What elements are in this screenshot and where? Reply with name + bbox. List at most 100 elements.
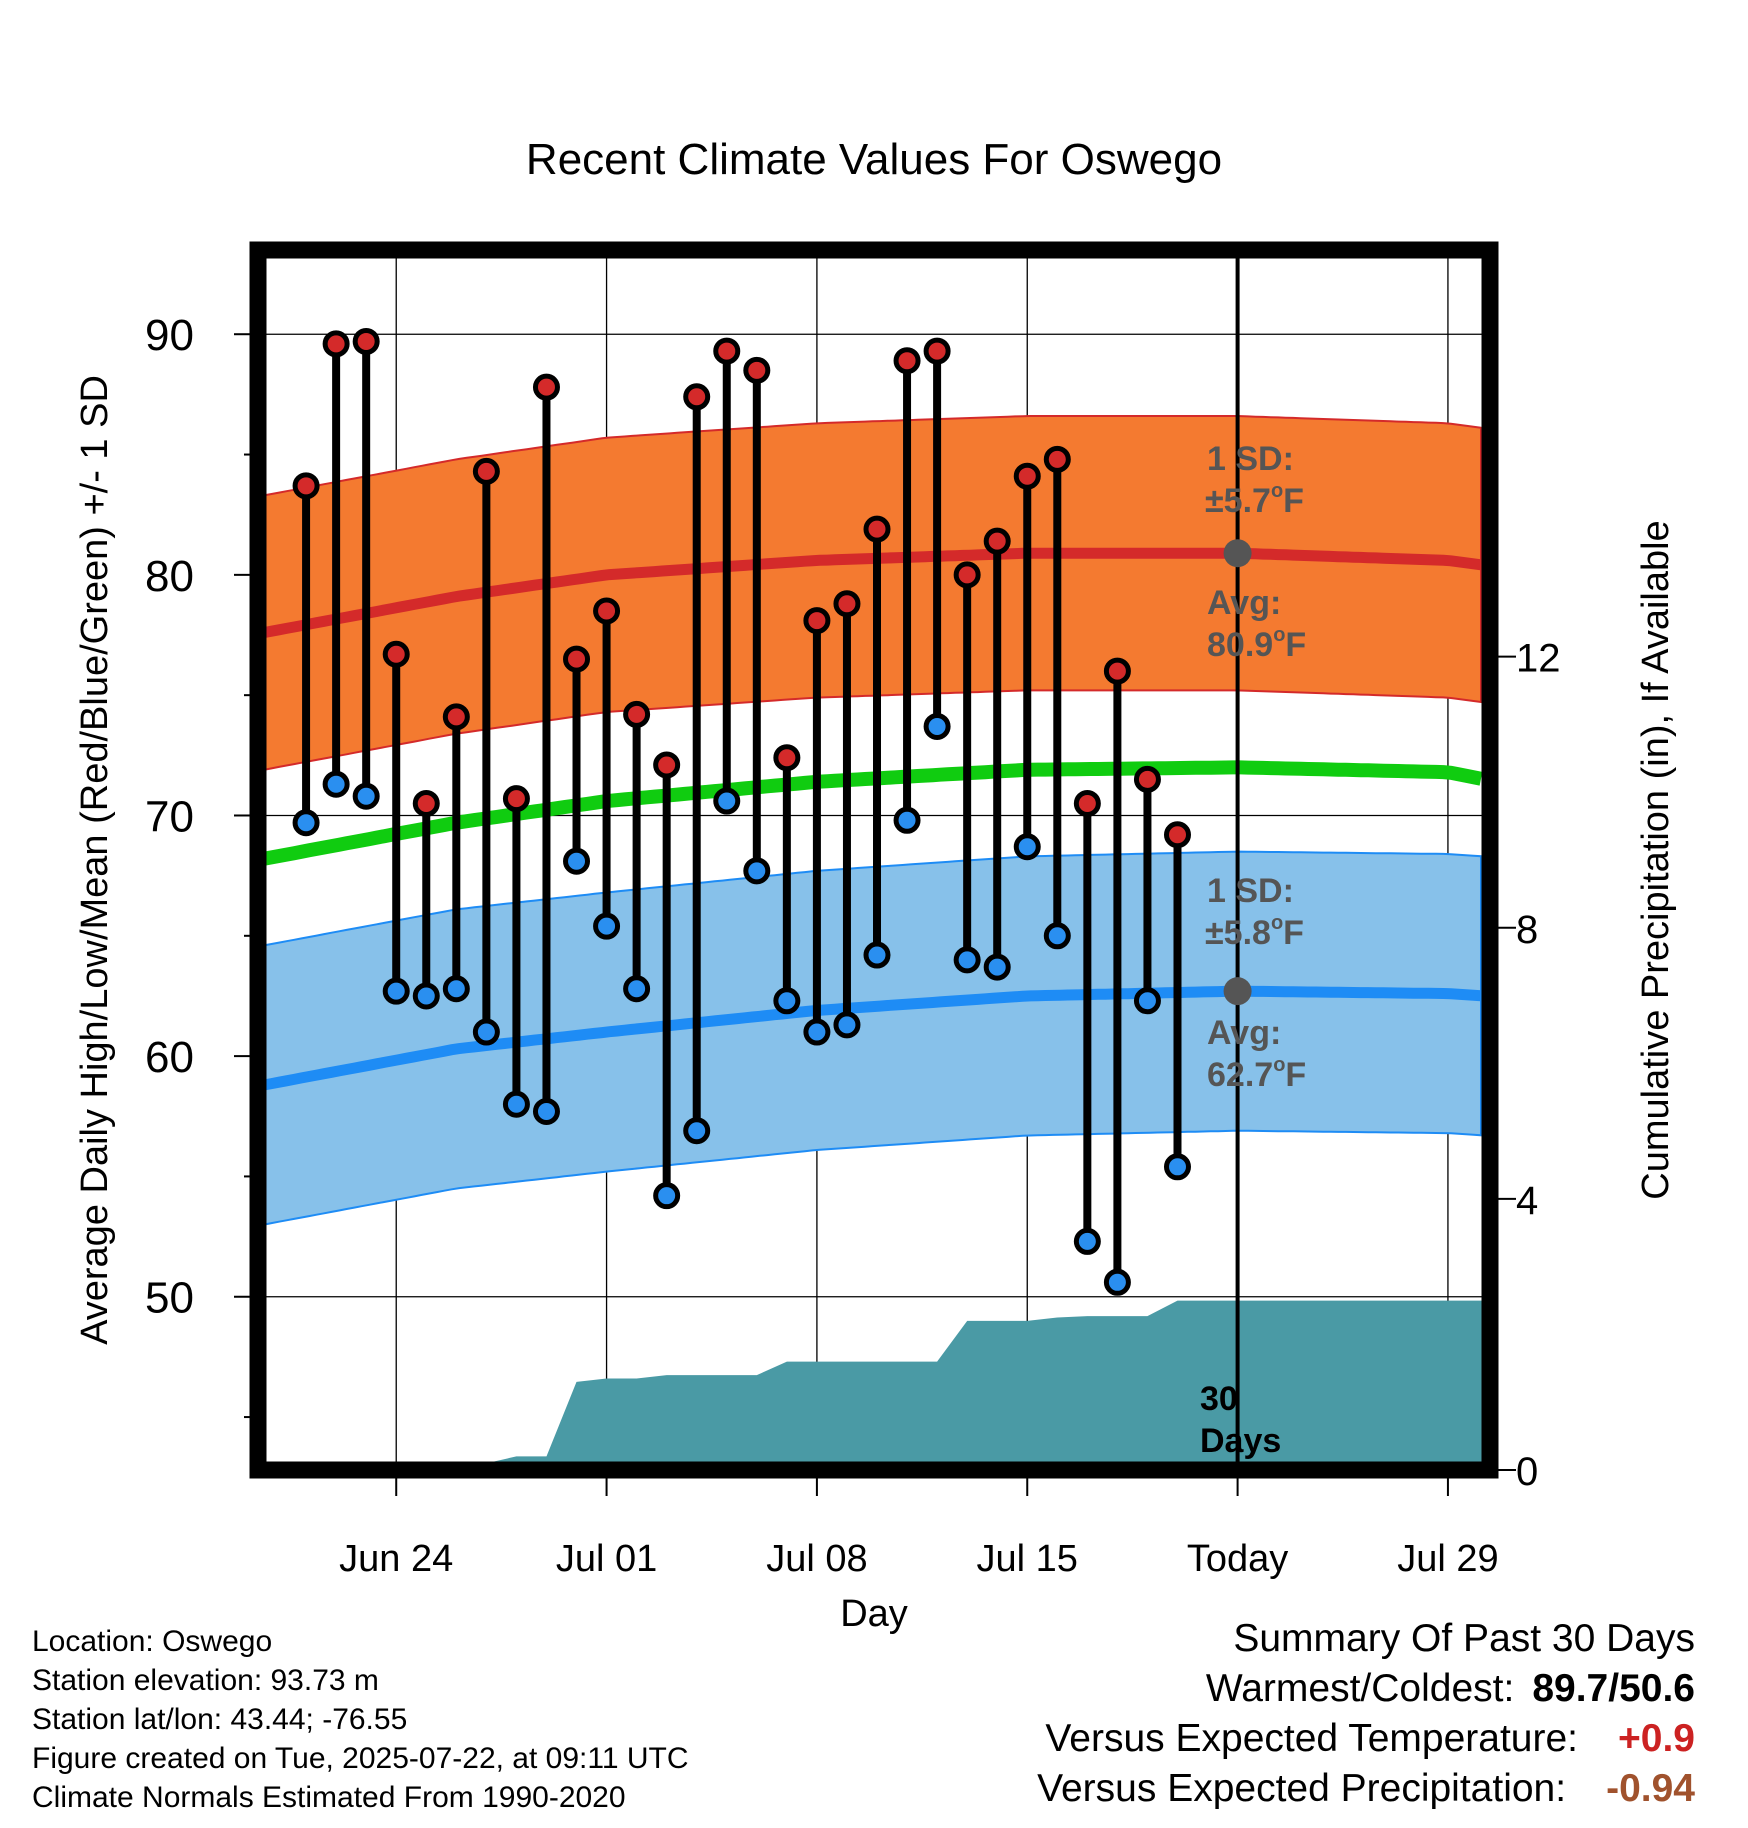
y2-tick-label: 0 bbox=[1516, 1450, 1538, 1494]
normals-text: Climate Normals Estimated From 1990-2020 bbox=[32, 1781, 626, 1814]
annotations: 1 SD: ±5.7oF Avg: 80.9oF 1 SD: ±5.8oF Av… bbox=[1205, 440, 1306, 1094]
warm-cold-row: Warmest/Coldest: 89.7/50.6 bbox=[1037, 1664, 1695, 1714]
y2-tick-label: 4 bbox=[1516, 1179, 1538, 1223]
daily-low-point bbox=[532, 1097, 560, 1125]
x-tick-label: Jun 24 bbox=[339, 1538, 453, 1580]
high-avg-value: 80.9oF bbox=[1207, 624, 1306, 664]
y-tick-label: 60 bbox=[145, 1033, 194, 1082]
y2-tick-label: 8 bbox=[1516, 908, 1538, 952]
daily-low-point bbox=[1013, 833, 1041, 861]
daily-low-point bbox=[983, 953, 1011, 981]
daily-high-point bbox=[983, 527, 1011, 555]
x-tick-label: Jul 01 bbox=[556, 1538, 657, 1580]
daily-high-point bbox=[953, 561, 981, 589]
location-text: Location: Oswego bbox=[32, 1625, 273, 1658]
daily-high-point bbox=[593, 597, 621, 625]
created-text: Figure created on Tue, 2025-07-22, at 09… bbox=[32, 1742, 689, 1775]
normal-mean-line bbox=[262, 760, 1483, 866]
daily-low-point bbox=[1073, 1227, 1101, 1255]
normal-high-line bbox=[262, 547, 1482, 639]
warm-cold-label: Warmest/Coldest: bbox=[1205, 1667, 1515, 1710]
daily-high-point bbox=[863, 515, 891, 543]
daily-low-point bbox=[803, 1018, 831, 1046]
daily-low-point bbox=[1133, 987, 1161, 1015]
high-avg-label: Avg: bbox=[1207, 584, 1281, 622]
daily-high-point bbox=[352, 327, 380, 355]
daily-low-point bbox=[1163, 1153, 1191, 1181]
low-avg-value: 62.7oF bbox=[1207, 1054, 1306, 1094]
daily-low-point bbox=[502, 1090, 530, 1118]
precip-dev-label: Versus Expected Precipitation: bbox=[1037, 1767, 1567, 1810]
daily-low-point bbox=[1043, 922, 1071, 950]
daily-low-point bbox=[923, 712, 951, 740]
daily-high-point bbox=[1133, 765, 1161, 793]
daily-low-point bbox=[472, 1018, 500, 1046]
x-tick-label: Jul 08 bbox=[766, 1538, 867, 1580]
low-sd-band bbox=[263, 850, 1482, 1226]
daily-high-point bbox=[532, 373, 560, 401]
daily-low-point bbox=[653, 1182, 681, 1210]
daily-high-point bbox=[502, 785, 530, 813]
days-label-line1: 30 bbox=[1200, 1380, 1238, 1418]
daily-high-point bbox=[713, 337, 741, 365]
high-sd-label: 1 SD: bbox=[1207, 440, 1294, 478]
summary-title: Summary Of Past 30 Days bbox=[1233, 1617, 1695, 1660]
high-sd-band bbox=[263, 415, 1482, 772]
daily-high-point bbox=[683, 383, 711, 411]
temp-dev-row: Versus Expected Temperature: +0.9 bbox=[1037, 1714, 1695, 1764]
daily-low-point bbox=[953, 946, 981, 974]
y-tick-label: 50 bbox=[145, 1274, 194, 1323]
low-sd-value: ±5.8oF bbox=[1205, 912, 1304, 952]
daily-high-point bbox=[1013, 462, 1041, 490]
daily-high-point bbox=[803, 607, 831, 635]
daily-high-point bbox=[563, 645, 591, 673]
daily-high-point bbox=[1073, 789, 1101, 817]
daily-low-point bbox=[743, 857, 771, 885]
daily-low-point bbox=[593, 912, 621, 940]
latlon-text: Station lat/lon: 43.44; -76.55 bbox=[32, 1703, 408, 1736]
y2-tick-label: 12 bbox=[1516, 637, 1561, 681]
normal-low-line bbox=[262, 985, 1482, 1091]
daily-low-point bbox=[863, 941, 891, 969]
daily-high-point bbox=[442, 703, 470, 731]
daily-low-point bbox=[893, 806, 921, 834]
daily-high-point bbox=[623, 700, 651, 728]
elevation-text: Station elevation: 93.73 m bbox=[32, 1664, 379, 1697]
daily-low-point bbox=[1103, 1268, 1131, 1296]
x-tick-label: Today bbox=[1187, 1538, 1288, 1580]
daily-high-point bbox=[322, 330, 350, 358]
precip-dev-value: -0.94 bbox=[1606, 1767, 1695, 1810]
daily-low-point bbox=[713, 787, 741, 815]
daily-high-point bbox=[412, 789, 440, 817]
daily-high-point bbox=[653, 751, 681, 779]
daily-high-point bbox=[1103, 657, 1131, 685]
y-axis-left: 50 60 70 80 90 bbox=[145, 311, 250, 1419]
y-axis-right: 0 4 8 12 bbox=[1498, 637, 1561, 1494]
daily-dots bbox=[292, 327, 1191, 1296]
daily-stems bbox=[302, 341, 1182, 1283]
daily-low-point bbox=[833, 1011, 861, 1039]
y-tick-label: 80 bbox=[145, 552, 194, 601]
daily-high-point bbox=[743, 356, 771, 384]
summary-panel: Summary Of Past 30 Days Warmest/Coldest:… bbox=[1037, 1614, 1695, 1814]
x-tick-label: Jul 29 bbox=[1397, 1538, 1498, 1580]
today-normal-low-marker bbox=[1223, 977, 1252, 1006]
daily-high-point bbox=[893, 347, 921, 375]
plot-frame bbox=[249, 241, 1499, 1479]
y-tick-label: 70 bbox=[145, 792, 194, 841]
x-axis-label: Day bbox=[840, 1593, 908, 1635]
daily-low-point bbox=[292, 809, 320, 837]
station-info: Location: Oswego Station elevation: 93.7… bbox=[32, 1622, 689, 1817]
low-avg-label: Avg: bbox=[1207, 1014, 1281, 1052]
y2-axis-label: Cumulative Precipitation (in), If Availa… bbox=[1635, 520, 1677, 1199]
daily-high-point bbox=[292, 472, 320, 500]
daily-high-point bbox=[1163, 821, 1191, 849]
daily-low-point bbox=[623, 975, 651, 1003]
precip-dev-row: Versus Expected Precipitation: -0.94 bbox=[1037, 1764, 1695, 1814]
daily-low-point bbox=[322, 770, 350, 798]
high-sd-value: ±5.7oF bbox=[1205, 480, 1304, 520]
daily-high-point bbox=[923, 337, 951, 365]
precipitation-area bbox=[264, 1300, 1484, 1470]
today-normal-high-marker bbox=[1223, 539, 1252, 568]
